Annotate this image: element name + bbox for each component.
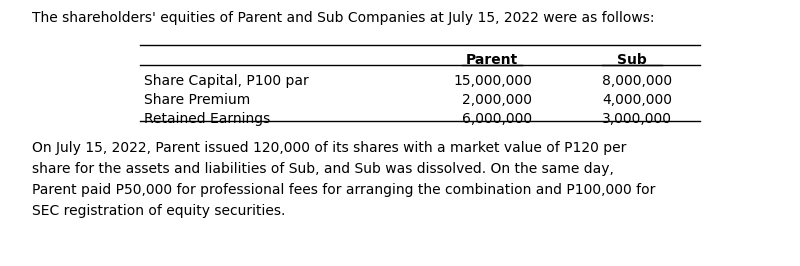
Text: 6,000,000: 6,000,000 <box>462 112 532 126</box>
Text: On July 15, 2022, Parent issued 120,000 of its shares with a market value of P12: On July 15, 2022, Parent issued 120,000 … <box>32 141 655 218</box>
Text: 8,000,000: 8,000,000 <box>602 74 672 89</box>
Text: 3,000,000: 3,000,000 <box>602 112 672 126</box>
Text: 15,000,000: 15,000,000 <box>453 74 532 89</box>
Text: Share Premium: Share Premium <box>144 93 250 107</box>
Text: 2,000,000: 2,000,000 <box>462 93 532 107</box>
Text: Sub: Sub <box>617 53 647 67</box>
Text: The shareholders' equities of Parent and Sub Companies at July 15, 2022 were as : The shareholders' equities of Parent and… <box>32 11 654 25</box>
Text: 4,000,000: 4,000,000 <box>602 93 672 107</box>
Text: Retained Earnings: Retained Earnings <box>144 112 270 126</box>
Text: Parent: Parent <box>466 53 518 67</box>
Text: Share Capital, P100 par: Share Capital, P100 par <box>144 74 309 89</box>
